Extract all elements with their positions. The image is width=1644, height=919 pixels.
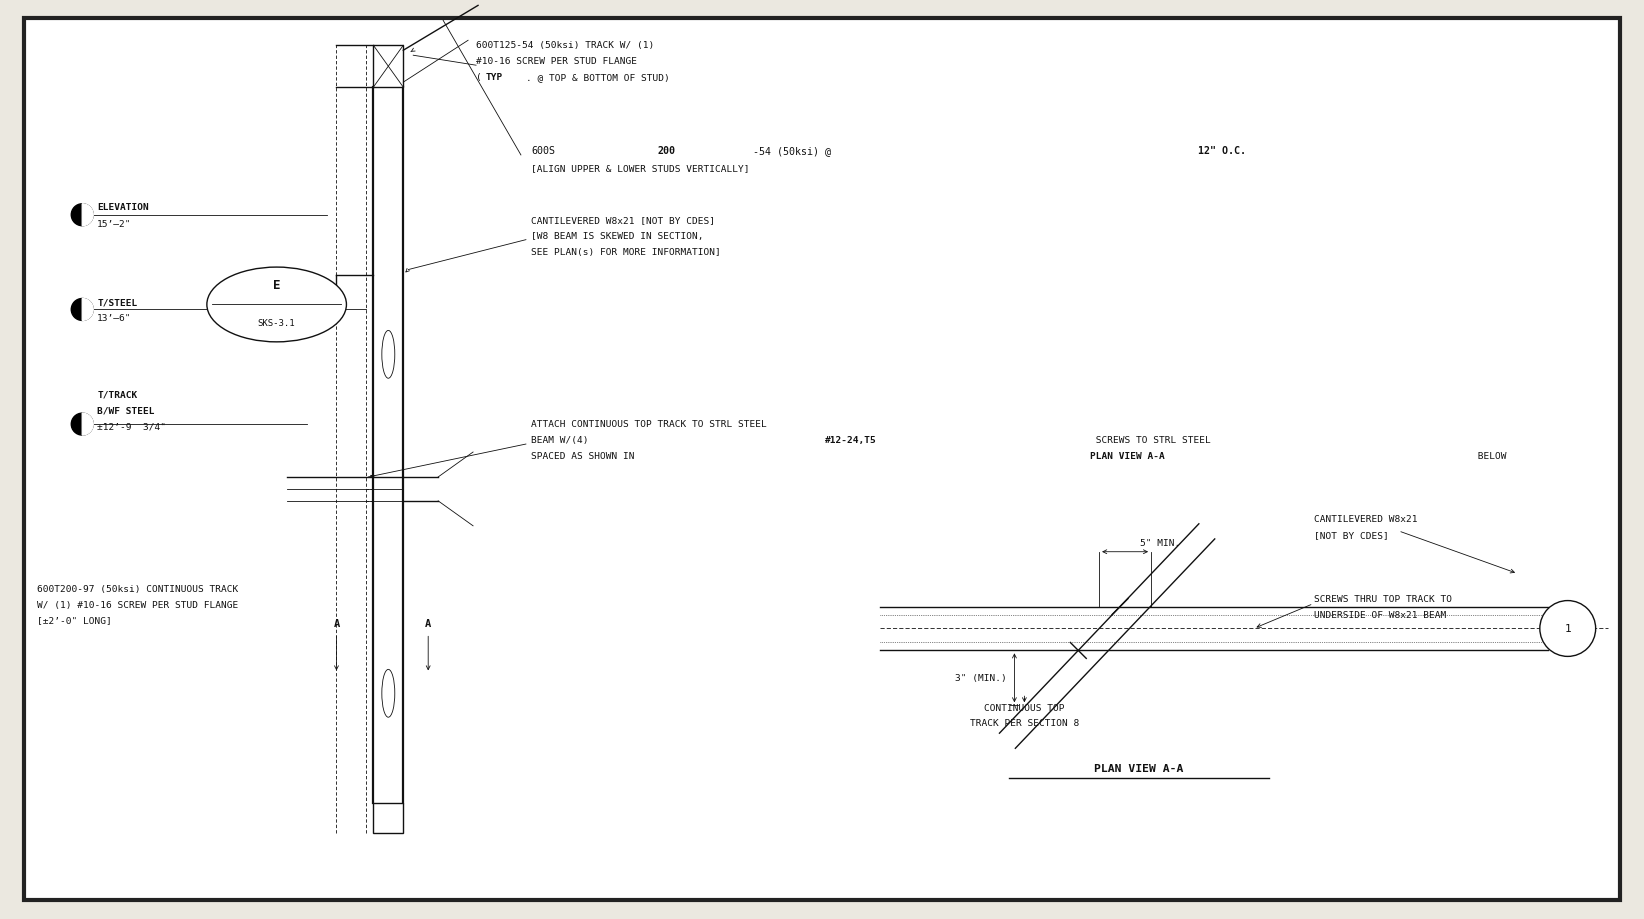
Text: PLAN VIEW A-A: PLAN VIEW A-A xyxy=(1095,764,1184,773)
Circle shape xyxy=(71,300,94,321)
Text: SCREWS THRU TOP TRACK TO: SCREWS THRU TOP TRACK TO xyxy=(1314,594,1452,603)
Circle shape xyxy=(71,414,94,436)
Text: SKS-3.1: SKS-3.1 xyxy=(258,319,296,327)
Text: CONTINUOUS TOP: CONTINUOUS TOP xyxy=(985,704,1065,712)
Text: 13’–6": 13’–6" xyxy=(97,314,132,323)
Text: CANTILEVERED W8x21: CANTILEVERED W8x21 xyxy=(1314,515,1417,523)
Text: BELOW: BELOW xyxy=(1471,451,1506,460)
Text: CANTILEVERED W8x21 [NOT BY CDES]: CANTILEVERED W8x21 [NOT BY CDES] xyxy=(531,215,715,224)
Text: ATTACH CONTINUOUS TOP TRACK TO STRL STEEL: ATTACH CONTINUOUS TOP TRACK TO STRL STEE… xyxy=(531,420,766,428)
Text: TRACK PER SECTION 8: TRACK PER SECTION 8 xyxy=(970,719,1078,728)
Text: 5" MIN.: 5" MIN. xyxy=(1139,539,1180,547)
Text: BEAM W/(4): BEAM W/(4) xyxy=(531,436,593,445)
Text: 15’–2": 15’–2" xyxy=(97,220,132,229)
Text: ELEVATION: ELEVATION xyxy=(97,202,150,211)
Text: 600S: 600S xyxy=(531,146,556,156)
Text: #12-24,T5: #12-24,T5 xyxy=(825,436,876,445)
Text: 3" (MIN.): 3" (MIN.) xyxy=(955,674,1006,683)
Text: 1: 1 xyxy=(1565,624,1572,634)
Text: UNDERSIDE OF W8x21 BEAM: UNDERSIDE OF W8x21 BEAM xyxy=(1314,610,1445,618)
Wedge shape xyxy=(82,414,94,436)
Text: SPACED AS SHOWN IN: SPACED AS SHOWN IN xyxy=(531,451,640,460)
Text: [±2’-0" LONG]: [±2’-0" LONG] xyxy=(38,616,112,625)
Wedge shape xyxy=(82,300,94,321)
Text: SEE PLAN(s) FOR MORE INFORMATION]: SEE PLAN(s) FOR MORE INFORMATION] xyxy=(531,247,720,256)
Text: 600T125-54 (50ksi) TRACK W/ (1): 600T125-54 (50ksi) TRACK W/ (1) xyxy=(477,41,654,51)
Text: -54 (50ksi) @: -54 (50ksi) @ xyxy=(753,146,837,156)
Ellipse shape xyxy=(207,267,347,343)
Ellipse shape xyxy=(381,331,395,379)
Text: TYP: TYP xyxy=(487,74,503,82)
Ellipse shape xyxy=(381,670,395,718)
FancyBboxPatch shape xyxy=(25,19,1619,900)
Wedge shape xyxy=(82,205,94,226)
Text: ±12’-9  3/4": ±12’-9 3/4" xyxy=(97,422,166,431)
Text: [W8 BEAM IS SKEWED IN SECTION,: [W8 BEAM IS SKEWED IN SECTION, xyxy=(531,232,704,241)
Bar xyxy=(373,46,403,88)
Text: (: ( xyxy=(477,74,482,82)
Bar xyxy=(373,803,403,833)
Circle shape xyxy=(71,205,94,226)
Text: 12" O.C.: 12" O.C. xyxy=(1198,146,1246,156)
Text: #10-16 SCREW PER STUD FLANGE: #10-16 SCREW PER STUD FLANGE xyxy=(477,57,636,66)
Circle shape xyxy=(1540,601,1596,657)
Text: [ALIGN UPPER & LOWER STUDS VERTICALLY]: [ALIGN UPPER & LOWER STUDS VERTICALLY] xyxy=(531,164,750,173)
Text: [NOT BY CDES]: [NOT BY CDES] xyxy=(1314,530,1388,539)
Text: B/WF STEEL: B/WF STEEL xyxy=(97,405,155,414)
Text: T/TRACK: T/TRACK xyxy=(97,390,138,399)
Text: SCREWS TO STRL STEEL: SCREWS TO STRL STEEL xyxy=(1090,436,1210,445)
Text: A: A xyxy=(426,618,431,629)
Text: 600T200-97 (50ksi) CONTINUOUS TRACK: 600T200-97 (50ksi) CONTINUOUS TRACK xyxy=(38,584,238,593)
Text: E: E xyxy=(273,278,281,291)
Text: PLAN VIEW A-A: PLAN VIEW A-A xyxy=(1090,451,1164,460)
Text: T/STEEL: T/STEEL xyxy=(97,298,138,307)
Text: 200: 200 xyxy=(658,146,676,156)
Text: A: A xyxy=(334,618,340,629)
Text: . @ TOP & BOTTOM OF STUD): . @ TOP & BOTTOM OF STUD) xyxy=(526,74,669,82)
Text: W/ (1) #10-16 SCREW PER STUD FLANGE: W/ (1) #10-16 SCREW PER STUD FLANGE xyxy=(38,600,238,609)
